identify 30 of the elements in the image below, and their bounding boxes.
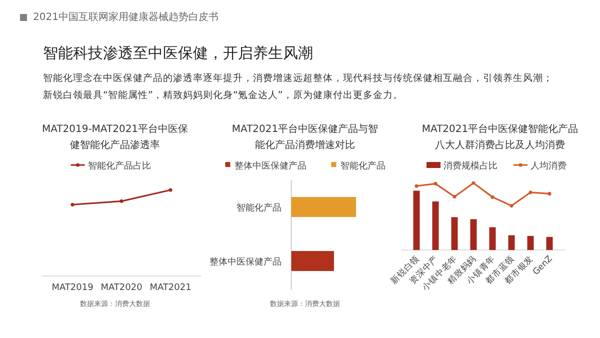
bar (413, 190, 420, 250)
x-tick-label: MAT2020 (100, 283, 143, 293)
legend-label: 智能化产品占比 (88, 160, 151, 172)
point (452, 194, 456, 199)
chart-title: MAT2021平台中医保健智能化产品八大人群消费占比及人均消费 (420, 122, 580, 153)
point (490, 195, 494, 199)
bar (508, 235, 515, 250)
bar (432, 201, 439, 250)
bar (546, 236, 553, 250)
x-tick-label: MAT2019 (52, 283, 94, 293)
legend-label: 整体中医保健产品 (234, 160, 306, 172)
text: 智能化理念在中医保健产品的渗透率逐年提升，消费增速远超整体，现代科技与传统保健相互融合，引领养生风潮；新锐白领最具“智能属性”，精致妈妈则化身“氪金达人”，原为健康付出更多金力。 (43, 72, 554, 103)
legend-label: 智能化产品 (340, 160, 386, 172)
text: 智能科技渗透至中医保健，开启养生风潮 (43, 44, 313, 63)
point (510, 204, 514, 208)
text: 2021中国互联网家用健康器械趋势白皮书 (33, 10, 218, 24)
x-tick-label: MAT2021 (150, 283, 192, 293)
point (548, 192, 552, 196)
chart-title: MAT2019-MAT2021平台中医保健智能化产品渗透率 (40, 122, 190, 153)
bar (489, 227, 496, 250)
chart-title: MAT2021平台中医保健产品与智能化产品消费增速对比 (230, 122, 380, 153)
bar (451, 217, 458, 250)
point (528, 190, 532, 194)
bar (470, 219, 477, 250)
bar (527, 236, 534, 250)
legend-label: 消费规模占比 (444, 160, 498, 172)
legend-label: 人均消费 (530, 160, 566, 172)
point (472, 181, 476, 185)
point (414, 184, 418, 188)
point (434, 182, 438, 186)
